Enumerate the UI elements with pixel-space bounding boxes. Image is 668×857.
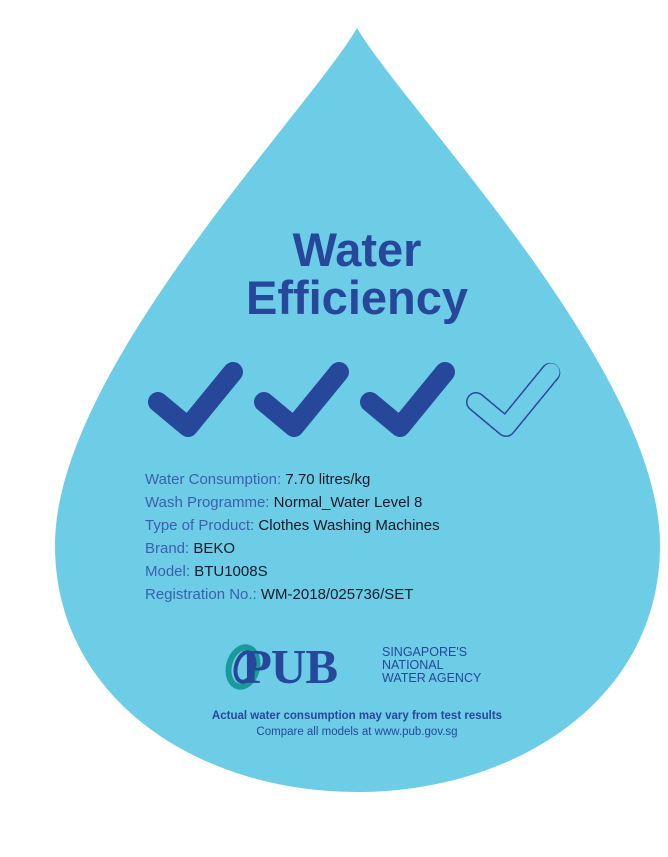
detail-label: Registration No.: <box>145 586 257 603</box>
tagline-line: WATER AGENCY <box>382 671 482 685</box>
checkmark-empty-inner <box>467 363 560 436</box>
detail-row: Brand: BEKO <box>145 537 440 560</box>
checkmark-filled-icon <box>148 362 243 437</box>
title-line-1: Water <box>292 223 422 276</box>
detail-row: Water Consumption: 7.70 litres/kg <box>145 468 440 491</box>
checkmark-filled-icon <box>360 362 455 437</box>
detail-label: Type of Product: <box>145 517 255 534</box>
detail-row: Type of Product: Clothes Washing Machine… <box>145 514 440 537</box>
detail-label: Wash Programme: <box>145 494 270 511</box>
detail-value: BTU1008S <box>194 563 268 580</box>
disclaimer-text: Actual water consumption may vary from t… <box>211 710 503 722</box>
pub-wordmark: PUB <box>242 639 338 694</box>
rating-checkmarks <box>148 362 561 437</box>
detail-label: Model: <box>145 563 191 580</box>
tagline-line: NATIONAL <box>382 658 444 672</box>
checkmark-filled-icon <box>254 362 349 437</box>
compare-text: Compare all models at www.pub.gov.sg <box>256 726 458 738</box>
detail-value: Normal_Water Level 8 <box>273 494 423 511</box>
detail-row: Model: BTU1008S <box>145 560 440 583</box>
pub-swirl-icon <box>225 644 261 690</box>
detail-value: Clothes Washing Machines <box>258 517 440 534</box>
detail-value: BEKO <box>193 540 236 557</box>
tagline-line: SINGAPORE'S <box>382 645 468 659</box>
pub-tagline: SINGAPORE'S NATIONAL WATER AGENCY <box>382 646 481 685</box>
detail-value: WM-2018/025736/SET <box>260 586 414 603</box>
product-details: Water Consumption: 7.70 litres/kg Wash P… <box>145 468 440 606</box>
detail-label: Brand: <box>145 540 190 557</box>
detail-label: Water Consumption: <box>145 471 282 488</box>
title-line-2: Efficiency <box>245 271 469 324</box>
detail-value: 7.70 litres/kg <box>285 471 371 488</box>
detail-row: Wash Programme: Normal_Water Level 8 <box>145 491 440 514</box>
detail-row: Registration No.: WM-2018/025736/SET <box>145 583 440 606</box>
